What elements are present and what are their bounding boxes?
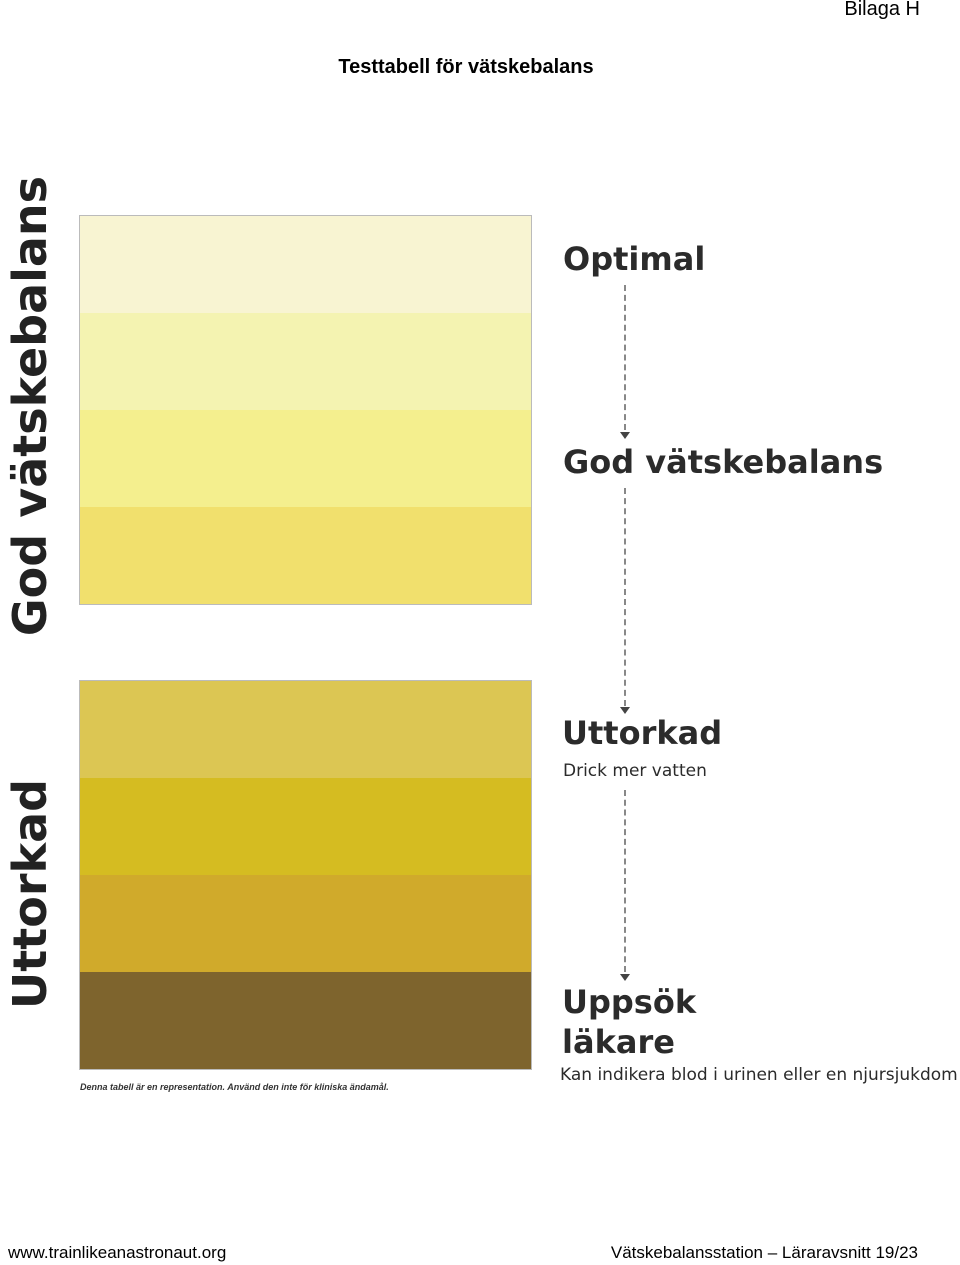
color-swatch bbox=[80, 778, 531, 875]
color-swatch bbox=[80, 507, 531, 604]
level-see-doctor-note: Kan indikera blod i urinen eller en njur… bbox=[560, 1065, 958, 1085]
arrow-down-icon bbox=[620, 432, 630, 439]
level-dehydrated: Uttorkad bbox=[562, 714, 723, 752]
swatch-group-dehydrated bbox=[79, 680, 532, 1070]
arrow-down-icon bbox=[620, 707, 630, 714]
dashed-connector bbox=[624, 285, 626, 430]
side-label-dehydrated: Uttorkad bbox=[3, 778, 57, 1010]
color-swatch bbox=[80, 681, 531, 778]
level-good-hydration: God vätskebalans bbox=[563, 443, 884, 481]
color-swatch bbox=[80, 972, 531, 1069]
side-label-good-hydration: God vätskebalans bbox=[3, 175, 57, 637]
level-dehydrated-advice: Drick mer vatten bbox=[563, 761, 707, 781]
footer-url[interactable]: www.trainlikeanastronaut.org bbox=[8, 1243, 227, 1262]
level-see-doctor-line1: Uppsök bbox=[562, 983, 697, 1021]
color-swatch bbox=[80, 313, 531, 410]
dashed-connector bbox=[624, 488, 626, 706]
arrow-down-icon bbox=[620, 974, 630, 981]
disclaimer: Denna tabell är en representation. Använ… bbox=[80, 1082, 389, 1092]
level-see-doctor-line2: läkare bbox=[562, 1023, 675, 1061]
color-swatch bbox=[80, 410, 531, 507]
page-title: Testtabell för vätskebalans bbox=[338, 56, 594, 78]
level-optimal: Optimal bbox=[563, 240, 706, 278]
annex-label: Bilaga H bbox=[844, 0, 920, 20]
footer-page-info: Vätskebalansstation – Läraravsnitt 19/23 bbox=[610, 1243, 918, 1262]
color-swatch bbox=[80, 875, 531, 972]
swatch-group-good bbox=[79, 215, 532, 605]
dashed-connector bbox=[624, 790, 626, 972]
color-swatch bbox=[80, 216, 531, 313]
